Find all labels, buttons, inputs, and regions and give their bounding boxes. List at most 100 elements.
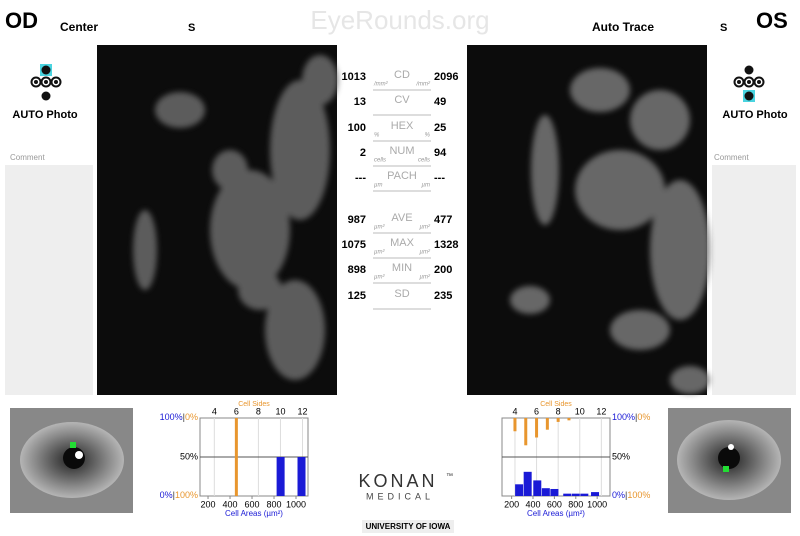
area-tick-label: 600 [547,499,562,509]
left-sup: S [188,22,195,34]
area-tick-label: 400 [223,499,238,509]
orange-pct: 0% [185,412,198,422]
area-bar [276,457,285,496]
metric-label: SD [394,288,409,300]
university: UNIVERSITY OF IOWA [366,522,451,531]
right-value: 2096 [434,71,458,83]
university-bg [362,520,454,533]
left-unit: µm² [374,225,385,231]
separator: | [635,412,637,422]
right-unit: cells [418,158,430,164]
brand-tm: ™ [446,473,453,480]
sides-tick-label: 4 [212,406,217,416]
area-bar [571,493,580,496]
sides-bar [556,418,560,422]
left-value: 125 [348,290,366,302]
metric-label: AVE [391,212,412,224]
left-value: 100 [348,122,366,134]
orange-pct: 100% [175,490,198,500]
metric-label: MIN [392,262,412,274]
area-bar [515,484,524,496]
right-value: 1328 [434,239,458,251]
sides-tick-label: 4 [512,406,517,416]
brand: KONAN [358,471,437,491]
left-unit: µm [374,183,382,189]
blue-pct: 100% [160,412,183,422]
area-bar [550,488,559,496]
right-value: 49 [434,96,446,108]
right-mode: Auto Trace [592,20,654,34]
sides-bar [535,418,539,438]
y-tick-label: 0%|100% [160,490,198,500]
comment-box[interactable] [5,165,93,395]
area-tick-label: 400 [525,499,540,509]
right-unit: µm [422,183,430,189]
left-value: 898 [348,264,366,276]
comment-box[interactable] [712,165,796,395]
area-bar [533,480,542,496]
area-bar [580,493,589,496]
left-unit: /mm² [373,82,389,88]
metric-label: NUM [389,145,414,157]
area-tick-label: 800 [568,499,583,509]
area-bar [541,488,550,496]
area-tick-label: 200 [201,499,216,509]
right-value: 94 [434,147,447,159]
left-value: 1013 [342,71,366,83]
right-value: 235 [434,290,452,302]
area-tick-label: 800 [267,499,282,509]
sides-tick-label: 6 [234,406,239,416]
separator: | [625,490,627,500]
brand-sub: MEDICAL [366,491,434,501]
left-value: --- [355,172,366,184]
area-tick-label: 600 [245,499,260,509]
sides-title: Cell Sides [238,401,270,408]
right-unit: /mm² [415,82,431,88]
left-eye: OD [5,8,38,33]
left-value: 1075 [342,239,366,251]
area-tick-label: 200 [504,499,519,509]
metric-label: CD [394,69,410,81]
right-unit: % [425,133,431,139]
sides-tick-label: 12 [297,406,307,416]
blue-pct: 0% [612,490,625,500]
right-unit: µm² [420,275,431,281]
sides-bar [513,418,517,432]
sides-bar [567,418,571,421]
sides-tick-label: 8 [556,406,561,416]
mid-label: 50% [180,451,198,461]
right-sup: S [720,22,727,34]
specular-image-right [467,45,710,395]
orange-pct: 0% [637,412,650,422]
sides-bar [234,418,238,496]
orange-pct: 100% [627,490,650,500]
watermark: EyeRounds.org [310,5,489,35]
left-unit: % [374,133,380,139]
specular-image-left [97,45,338,395]
y-tick-label: 100%|0% [160,412,198,422]
area-bar [297,457,306,496]
auto-photo-right[interactable]: AUTO Photo [722,109,787,121]
auto-photo-left[interactable]: AUTO Photo [12,109,77,121]
sides-title: Cell Sides [540,401,572,408]
area-title: Cell Areas (µm²) [527,509,585,518]
left-value: 13 [354,96,366,108]
right-unit: µm² [420,250,431,256]
right-value: 200 [434,264,452,276]
sides-tick-label: 8 [256,406,261,416]
eye-thumb-right[interactable] [668,408,791,513]
metric-label: HEX [391,120,414,132]
right-joystick[interactable] [733,65,765,103]
eye-thumb-left[interactable] [10,408,133,513]
right-eye: OS [756,8,788,33]
area-title: Cell Areas (µm²) [225,509,283,518]
right-value: --- [434,172,445,184]
right-value: 25 [434,122,446,134]
sides-bar [524,418,528,446]
left-joystick[interactable] [30,64,62,101]
y-tick-label: 0%|100% [612,490,650,500]
right-value: 477 [434,214,452,226]
comment-label: Comment [10,153,45,162]
